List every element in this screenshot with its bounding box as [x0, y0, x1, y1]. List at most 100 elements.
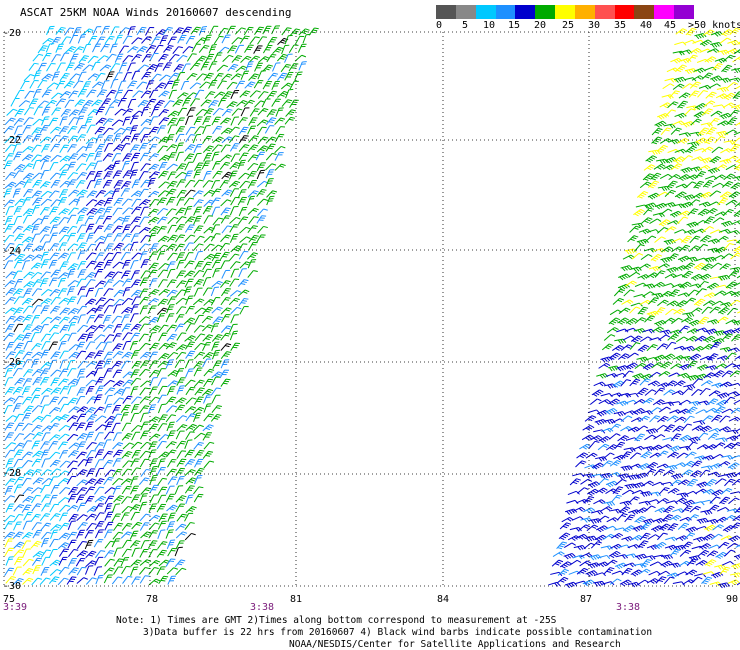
wind-barb — [48, 324, 60, 333]
wind-barb — [130, 225, 141, 234]
wind-barb — [185, 413, 196, 422]
wind-barb — [67, 520, 76, 530]
wind-barb — [110, 26, 120, 36]
wind-barb — [131, 547, 140, 557]
wind-barb — [694, 148, 707, 153]
wind-barb — [57, 252, 69, 260]
wind-barb — [677, 255, 691, 263]
wind-barb — [82, 28, 94, 36]
wind-barb — [676, 492, 689, 498]
wind-barb — [670, 163, 683, 171]
wind-barb — [112, 369, 122, 379]
wind-barb — [32, 89, 42, 99]
wind-barb — [148, 331, 157, 342]
wind-barb — [665, 500, 678, 505]
wind-barb — [149, 494, 159, 504]
wind-barb — [220, 325, 232, 333]
wind-barb — [148, 530, 159, 539]
wind-barb — [85, 142, 94, 152]
wind-barb — [5, 172, 16, 180]
wind-barb — [40, 333, 51, 342]
wind-barb — [176, 259, 185, 270]
wind-barb — [113, 133, 122, 143]
wind-barb — [112, 261, 124, 269]
wind-barb — [230, 245, 242, 253]
wind-barb — [58, 424, 70, 432]
wind-barb — [113, 566, 123, 575]
wind-barb — [249, 108, 260, 117]
wind-barb — [22, 495, 34, 503]
wind-barb — [175, 163, 187, 172]
wind-barb — [564, 581, 578, 589]
wind-barb — [55, 80, 66, 90]
wind-barb — [175, 216, 187, 224]
wind-barb — [667, 101, 679, 109]
wind-barb — [220, 199, 232, 207]
wind-barb — [202, 450, 214, 459]
wind-barb — [127, 62, 136, 72]
wind-barb — [717, 197, 728, 206]
wind-barb — [66, 296, 77, 305]
wind-barb — [167, 234, 178, 243]
wind-barb — [139, 250, 148, 261]
wind-barb — [176, 54, 188, 63]
wind-barb — [95, 134, 104, 144]
wind-barb — [59, 359, 68, 369]
wind-barb — [94, 287, 104, 298]
wind-barb — [176, 270, 186, 279]
wind-barb — [102, 459, 114, 468]
wind-barb — [114, 108, 126, 116]
wind-barb — [130, 458, 140, 468]
wind-barb — [131, 449, 141, 459]
wind-barb — [112, 478, 124, 486]
legend-label: 0 — [436, 20, 443, 31]
wind-barb — [59, 189, 68, 199]
wind-barb — [94, 126, 105, 135]
wind-barb — [156, 225, 167, 235]
wind-barb — [281, 27, 292, 36]
wind-barb — [39, 181, 51, 189]
wind-barb — [734, 354, 740, 360]
wind-barb — [14, 198, 26, 206]
wind-barb — [148, 144, 158, 153]
wind-barb — [58, 208, 70, 216]
wind-barb — [236, 99, 248, 107]
wind-barb — [185, 368, 194, 378]
wind-barb — [167, 36, 177, 46]
wind-barb — [703, 372, 716, 379]
wind-barb — [111, 513, 121, 523]
wind-barb — [103, 279, 114, 288]
wind-barb — [85, 137, 98, 145]
wind-barb — [606, 444, 618, 451]
wind-barb — [40, 251, 49, 262]
wind-barb — [618, 273, 631, 281]
wind-barb — [85, 370, 98, 378]
wind-barb — [75, 341, 86, 351]
wind-barb — [212, 170, 223, 179]
wind-barb — [51, 71, 60, 81]
wind-barb — [220, 117, 232, 125]
wind-barb — [157, 394, 167, 404]
wind-barb — [39, 124, 50, 134]
wind-barb — [13, 243, 24, 253]
wind-barb — [219, 251, 230, 261]
wind-barb — [166, 386, 176, 396]
wind-barb — [157, 458, 166, 468]
wind-barb — [220, 359, 230, 369]
wind-barb — [78, 55, 89, 64]
wind-barb — [695, 409, 708, 415]
wind-barb — [194, 307, 207, 315]
wind-barb — [660, 208, 673, 215]
wind-barb — [55, 26, 66, 35]
wind-barb — [86, 450, 96, 459]
wind-barb — [94, 521, 105, 530]
legend-label: 15 — [508, 20, 521, 31]
wind-barb — [185, 134, 196, 143]
wind-barb — [184, 469, 196, 476]
wind-barb — [229, 278, 240, 287]
wind-barb — [673, 345, 686, 351]
wind-barb — [31, 487, 43, 494]
wind-barb — [722, 102, 735, 109]
wind-barb — [640, 410, 653, 415]
wind-barb — [22, 558, 34, 567]
